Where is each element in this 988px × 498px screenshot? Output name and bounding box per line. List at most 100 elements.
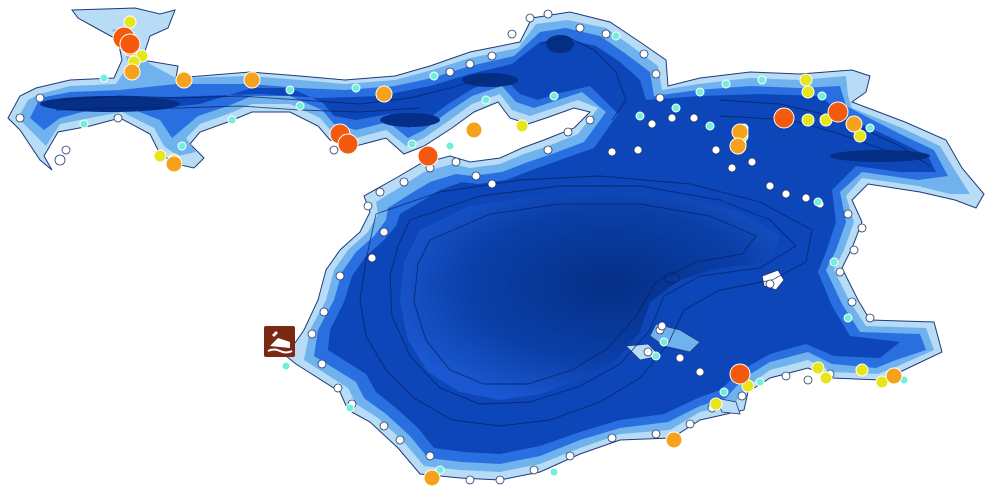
orange-circle-marker[interactable]: [165, 155, 183, 173]
orange-circle-marker[interactable]: [885, 367, 903, 385]
cyan-circle-marker[interactable]: [227, 115, 237, 125]
orange-circle-marker[interactable]: [731, 123, 749, 141]
white-circle-marker[interactable]: [61, 145, 71, 155]
white-circle-marker[interactable]: [801, 193, 811, 203]
white-circle-marker[interactable]: [465, 59, 475, 69]
white-circle-marker[interactable]: [639, 49, 649, 59]
cyan-circle-marker[interactable]: [865, 123, 875, 133]
cyan-circle-marker[interactable]: [611, 31, 621, 41]
white-circle-marker[interactable]: [333, 383, 343, 393]
white-circle-marker[interactable]: [607, 147, 617, 157]
cyan-circle-marker[interactable]: [445, 141, 455, 151]
white-circle-marker[interactable]: [379, 421, 389, 431]
cyan-circle-marker[interactable]: [757, 75, 767, 85]
yellow-circle-marker[interactable]: [811, 361, 825, 375]
cyan-circle-marker[interactable]: [549, 467, 559, 477]
orange-circle-marker[interactable]: [123, 63, 141, 81]
yellow-circle-marker[interactable]: [515, 119, 529, 133]
white-circle-marker[interactable]: [781, 189, 791, 199]
cyan-circle-marker[interactable]: [705, 121, 715, 131]
white-circle-marker[interactable]: [865, 313, 875, 323]
cyan-circle-marker[interactable]: [671, 103, 681, 113]
white-circle-marker[interactable]: [451, 157, 461, 167]
white-circle-marker[interactable]: [54, 154, 66, 166]
cyan-circle-marker[interactable]: [351, 83, 361, 93]
cyan-circle-marker[interactable]: [281, 361, 291, 371]
orange-circle-marker[interactable]: [243, 71, 261, 89]
white-circle-marker[interactable]: [633, 145, 643, 155]
cyan-circle-marker[interactable]: [651, 351, 661, 361]
cyan-circle-marker[interactable]: [549, 91, 559, 101]
white-circle-marker[interactable]: [655, 93, 665, 103]
white-circle-marker[interactable]: [585, 115, 595, 125]
large-orange-red-circle-marker[interactable]: [729, 363, 751, 385]
white-circle-marker[interactable]: [667, 113, 677, 123]
white-circle-marker[interactable]: [695, 367, 705, 377]
white-circle-marker[interactable]: [395, 435, 405, 445]
white-circle-marker[interactable]: [487, 51, 497, 61]
white-circle-marker[interactable]: [675, 353, 685, 363]
white-circle-marker[interactable]: [765, 279, 775, 289]
white-circle-marker[interactable]: [471, 171, 481, 181]
yellow-circle-marker[interactable]: [709, 397, 723, 411]
orange-circle-marker[interactable]: [665, 431, 683, 449]
orange-circle-marker[interactable]: [423, 469, 441, 487]
white-circle-marker[interactable]: [737, 391, 747, 401]
cyan-circle-marker[interactable]: [635, 111, 645, 121]
cyan-circle-marker[interactable]: [829, 257, 839, 267]
white-circle-marker[interactable]: [607, 433, 617, 443]
cyan-circle-marker[interactable]: [755, 377, 765, 387]
yellow-circle-marker[interactable]: [123, 15, 137, 29]
cyan-circle-marker[interactable]: [843, 313, 853, 323]
white-circle-marker[interactable]: [367, 253, 377, 263]
cyan-circle-marker[interactable]: [99, 73, 109, 83]
white-circle-marker[interactable]: [507, 29, 517, 39]
orange-circle-marker[interactable]: [729, 137, 747, 155]
white-circle-marker[interactable]: [487, 179, 497, 189]
white-circle-marker[interactable]: [657, 321, 667, 331]
orange-circle-marker[interactable]: [175, 71, 193, 89]
cyan-circle-marker[interactable]: [695, 87, 705, 97]
white-circle-marker[interactable]: [495, 475, 505, 485]
white-circle-marker[interactable]: [843, 209, 853, 219]
white-circle-marker[interactable]: [857, 223, 867, 233]
white-circle-marker[interactable]: [445, 67, 455, 77]
white-circle-marker[interactable]: [543, 145, 553, 155]
white-circle-marker[interactable]: [317, 359, 327, 369]
white-circle-marker[interactable]: [35, 93, 45, 103]
large-orange-red-circle-marker[interactable]: [337, 133, 359, 155]
white-circle-marker[interactable]: [113, 113, 123, 123]
white-circle-marker[interactable]: [425, 451, 435, 461]
boat-ramp-icon[interactable]: [264, 326, 295, 357]
cyan-circle-marker[interactable]: [659, 337, 669, 347]
white-circle-marker[interactable]: [685, 419, 695, 429]
white-circle-marker[interactable]: [399, 177, 409, 187]
white-circle-marker[interactable]: [319, 307, 329, 317]
white-circle-marker[interactable]: [375, 187, 385, 197]
yellow-circle-marker[interactable]: [855, 363, 869, 377]
cyan-circle-marker[interactable]: [429, 71, 439, 81]
yellow-circle-marker[interactable]: [153, 149, 167, 163]
large-orange-red-circle-marker[interactable]: [417, 145, 439, 167]
white-circle-marker[interactable]: [727, 163, 737, 173]
white-circle-marker[interactable]: [765, 181, 775, 191]
white-circle-marker[interactable]: [803, 375, 813, 385]
large-orange-red-circle-marker[interactable]: [827, 101, 849, 123]
white-circle-marker[interactable]: [643, 347, 653, 357]
white-circle-marker[interactable]: [849, 245, 859, 255]
white-circle-marker[interactable]: [647, 119, 657, 129]
white-circle-marker[interactable]: [329, 145, 339, 155]
yellow-circle-marker[interactable]: [801, 85, 815, 99]
white-circle-marker[interactable]: [465, 475, 475, 485]
white-circle-marker[interactable]: [781, 371, 791, 381]
yellow-circle-marker[interactable]: [819, 371, 833, 385]
orange-circle-marker[interactable]: [465, 121, 483, 139]
white-circle-marker[interactable]: [563, 127, 573, 137]
white-circle-marker[interactable]: [651, 69, 661, 79]
white-circle-marker[interactable]: [601, 29, 611, 39]
white-circle-marker[interactable]: [15, 113, 25, 123]
cyan-circle-marker[interactable]: [481, 95, 491, 105]
large-orange-red-circle-marker[interactable]: [773, 107, 795, 129]
white-circle-marker[interactable]: [335, 271, 345, 281]
